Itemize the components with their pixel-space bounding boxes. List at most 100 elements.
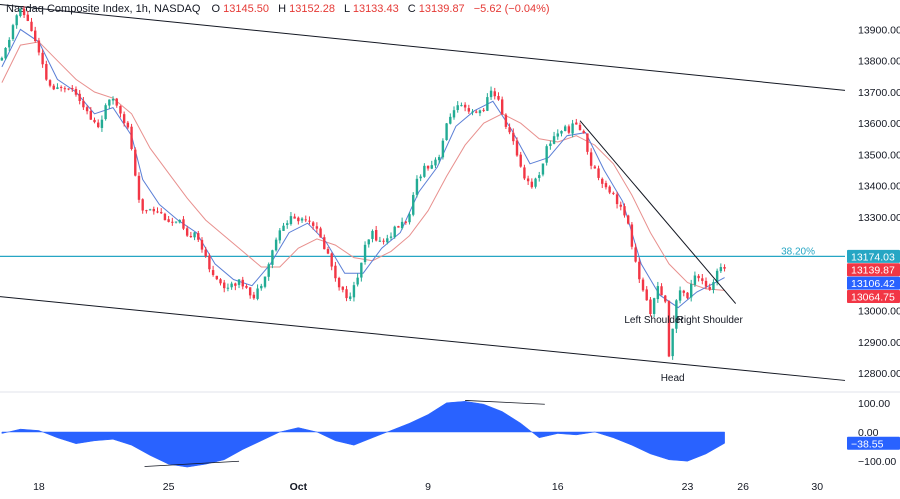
price-badge (847, 249, 900, 263)
candle-body (363, 244, 367, 263)
low-value: 13133.43 (353, 3, 399, 15)
candle-body (337, 278, 341, 288)
candle-body (715, 270, 719, 283)
candle-body (437, 156, 441, 161)
oscillator-trendline-low (144, 460, 240, 467)
candle-body (630, 224, 634, 247)
price-tick-label: 13500.00 (858, 149, 900, 161)
right-shoulder-label: Right Shoulder (677, 315, 744, 326)
candle-body (156, 211, 159, 213)
candle-body (130, 126, 133, 150)
candle-body (638, 261, 641, 280)
price-tick-label: 13000.00 (858, 306, 900, 318)
candle-body (71, 88, 74, 90)
axes: 13900.00 13800.00 13700.00 13600.00 13500.00… (0, 24, 900, 493)
candle-body (582, 130, 585, 134)
candle-body (267, 264, 270, 277)
candle-body (597, 168, 600, 178)
candle-body (626, 215, 630, 224)
candle-body (360, 262, 363, 278)
candle-body (601, 178, 604, 184)
price-tick-label: 13600.00 (858, 118, 900, 130)
candle-body (508, 127, 511, 133)
candle-body (334, 265, 337, 279)
change-value: −5.62 (−0.04%) (474, 3, 550, 15)
candle-body (682, 290, 685, 293)
candle-body (167, 219, 170, 222)
candle-body (189, 236, 193, 238)
candle-body (174, 221, 178, 223)
channel-lower-line (0, 296, 846, 381)
candle-body (475, 111, 478, 113)
open-label: O (212, 3, 221, 15)
candle-body (704, 280, 708, 287)
candle-body (467, 108, 471, 112)
price-badge-label: 13106.42 (851, 278, 895, 290)
candles (0, 6, 726, 360)
candle-body (471, 111, 474, 113)
candle-body (719, 267, 723, 272)
candle-body (667, 300, 671, 357)
price-tick-label: 13900.00 (858, 24, 900, 36)
candle-body (634, 247, 637, 262)
candle-body (263, 276, 267, 287)
candle-body (478, 110, 482, 114)
candle-body (197, 233, 200, 240)
close-label: C (408, 3, 416, 15)
candle-body (45, 64, 48, 80)
candle-body (549, 143, 552, 146)
candle-body (300, 218, 304, 221)
candle-body (512, 132, 515, 142)
candle-body (145, 210, 148, 212)
candle-body (589, 152, 593, 166)
candle-body (115, 98, 118, 106)
candle-body (304, 219, 307, 221)
candle-body (34, 30, 37, 42)
candle-body (97, 122, 100, 128)
candle-body (19, 8, 22, 17)
candle-body (56, 87, 59, 89)
candle-body (656, 286, 660, 300)
candle-body (675, 300, 678, 329)
price-tick-label: 12800.00 (858, 368, 900, 380)
candle-body (393, 226, 396, 238)
candle-body (578, 124, 582, 131)
candle-body (256, 288, 259, 299)
candle-body (723, 267, 726, 269)
candle-body (278, 230, 282, 241)
candle-body (11, 25, 15, 40)
candle-body (59, 86, 63, 88)
candle-body (100, 119, 104, 128)
candle-body (119, 105, 122, 114)
candle-body (252, 294, 256, 299)
candle-body (430, 165, 433, 169)
candle-body (604, 183, 608, 188)
candle-body (293, 216, 296, 219)
candle-body (460, 105, 463, 107)
candle-body (26, 14, 29, 21)
candle-body (171, 221, 174, 223)
candle-body (308, 220, 311, 222)
candle-body (82, 100, 85, 108)
candle-body (593, 166, 597, 169)
candle-body (297, 217, 300, 222)
candle-body (563, 126, 567, 131)
candle-body (374, 230, 378, 241)
low-label: L (344, 3, 350, 15)
candle-body (701, 278, 704, 281)
candle-body (689, 284, 693, 298)
oscillator-value-label: −38.55 (851, 438, 884, 450)
candle-body (274, 239, 278, 251)
candle-body (208, 255, 211, 270)
head-label: Head (661, 373, 685, 384)
candle-body (226, 287, 230, 289)
candle-body (382, 240, 385, 242)
x-tick-label: Oct (290, 481, 308, 493)
candle-body (219, 279, 222, 284)
price-badge-label: 13064.75 (851, 292, 895, 304)
price-badge-label: 13174.03 (851, 251, 895, 263)
candle-body (182, 219, 185, 229)
candle-body (615, 194, 619, 205)
candle-body (311, 222, 315, 226)
candle-body (552, 136, 556, 144)
